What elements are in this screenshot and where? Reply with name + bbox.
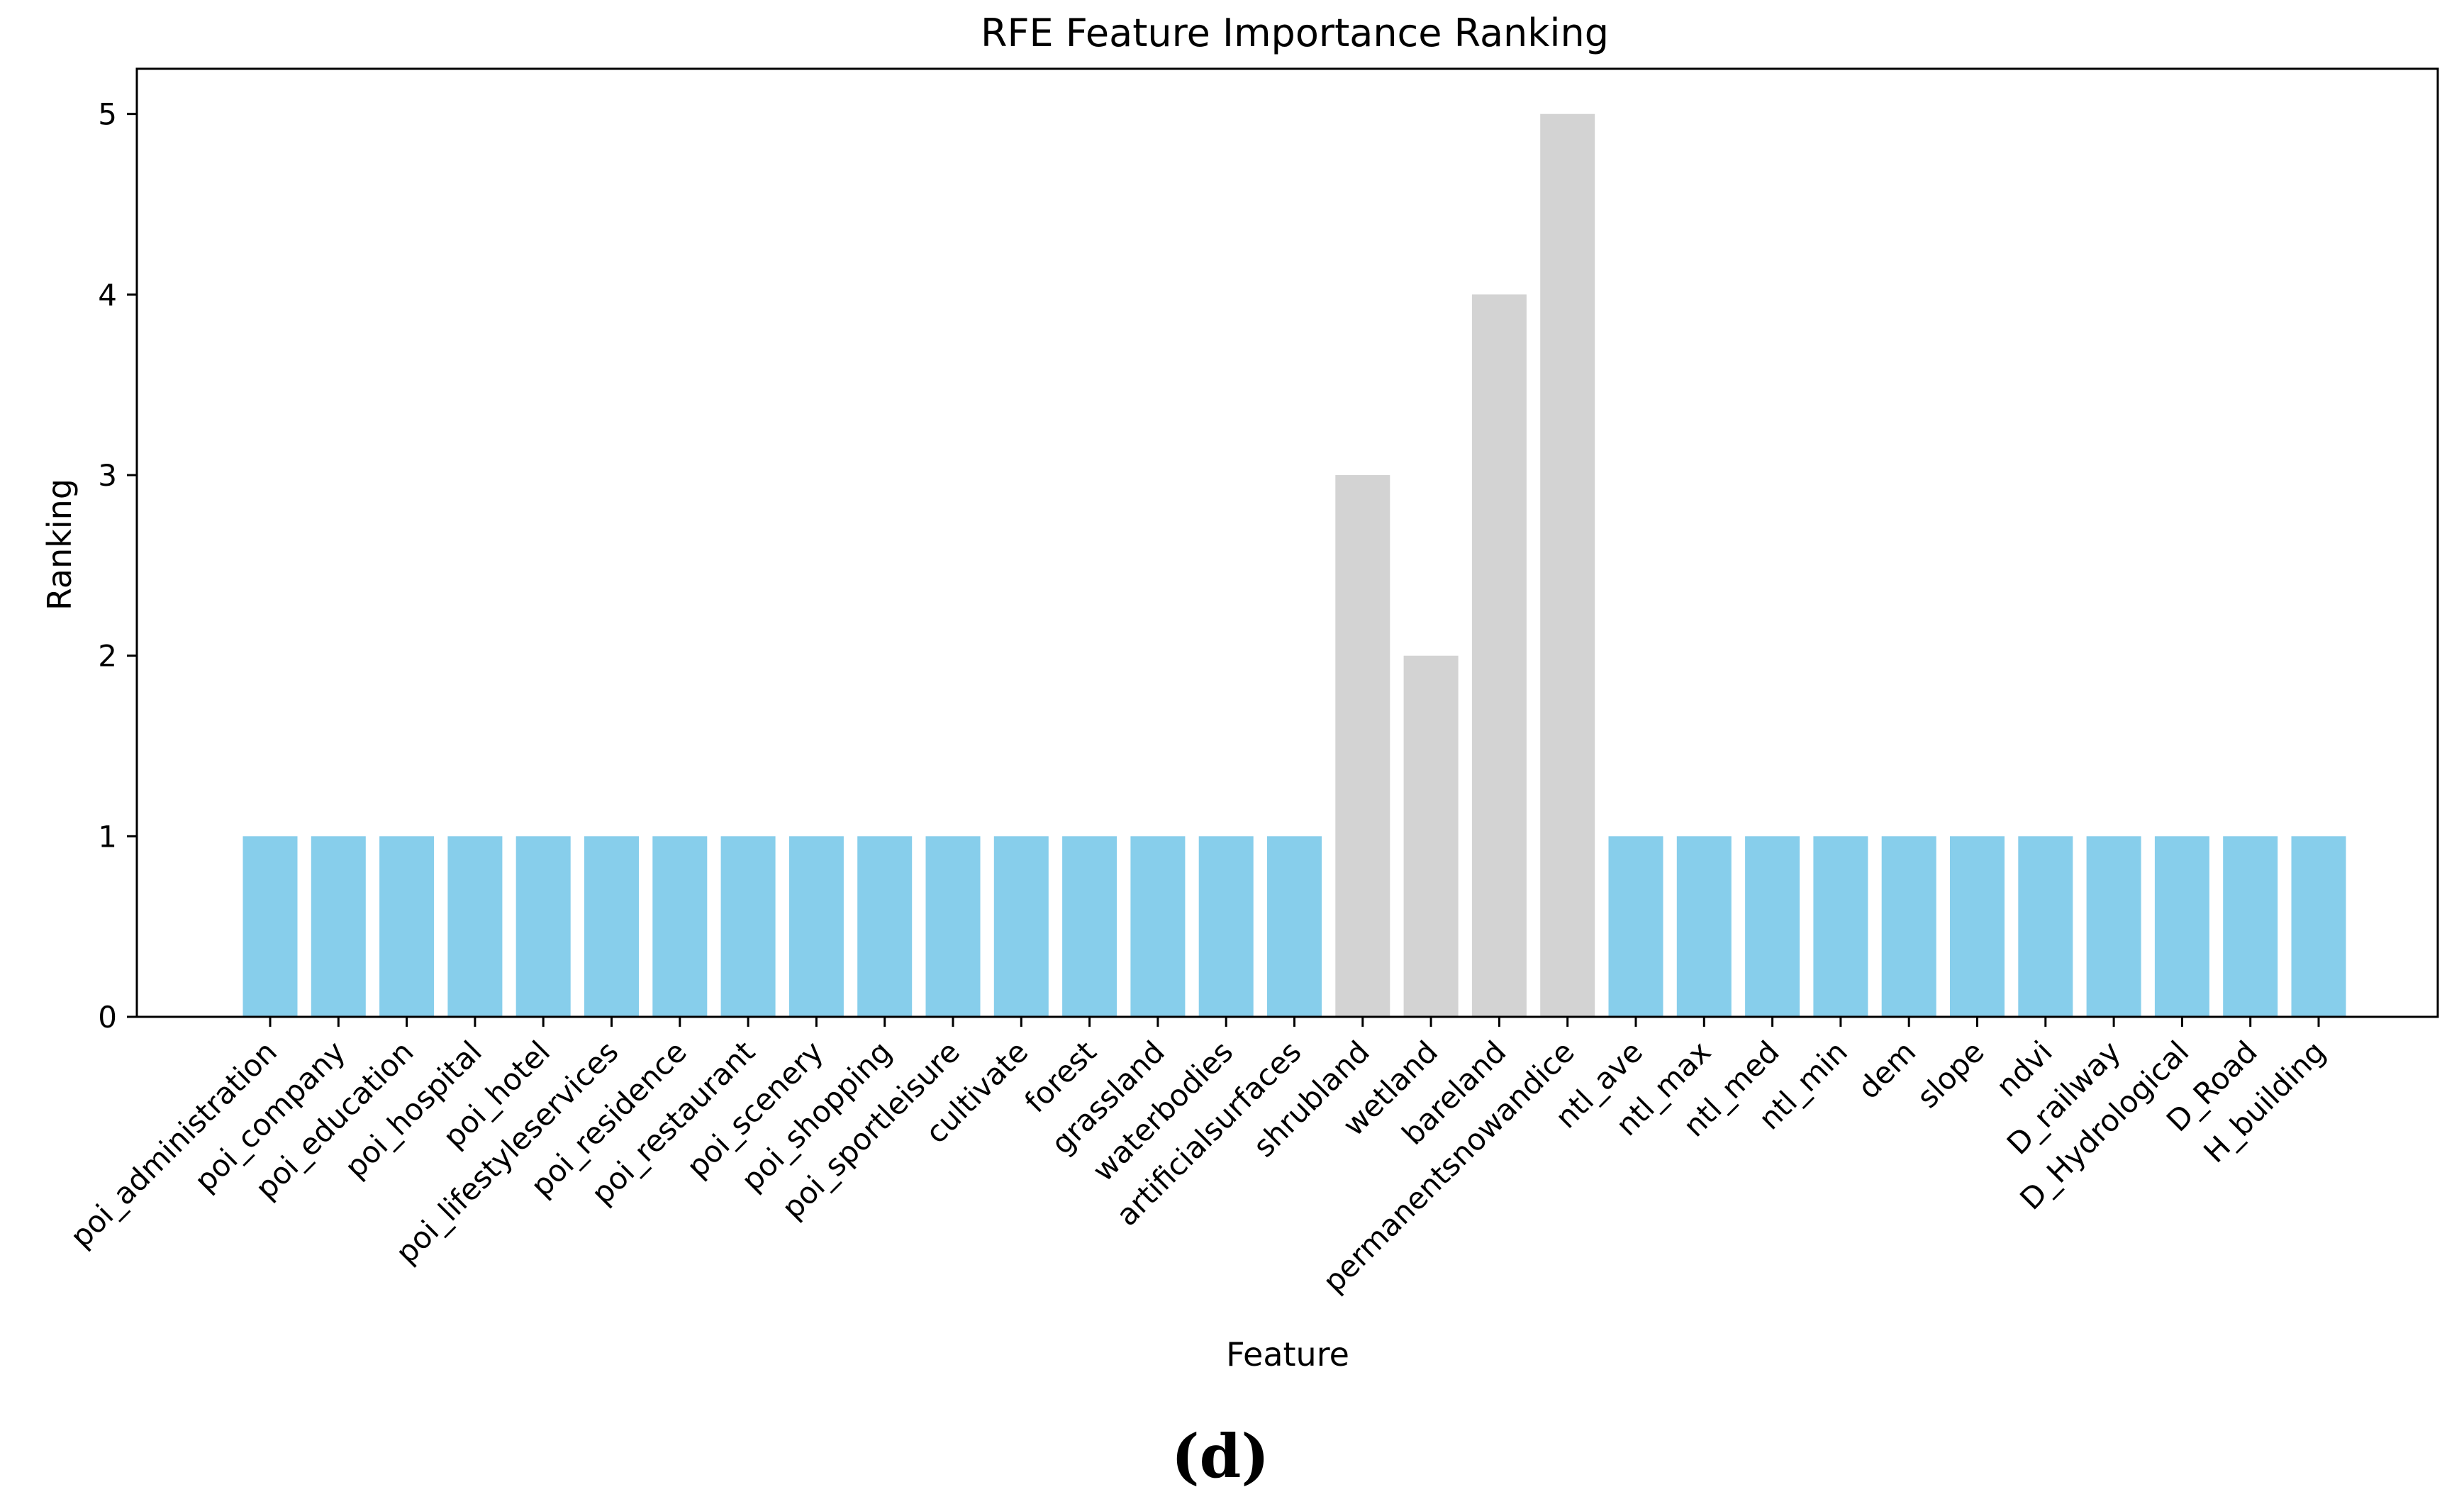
bar-ntl_ave (1608, 836, 1663, 1017)
bar-poi_sportleisure (925, 836, 981, 1017)
y-tick-label: 1 (98, 819, 117, 854)
bar-poi_administration (243, 836, 298, 1017)
bar-D_railway (2086, 836, 2141, 1017)
bar-poi_company (311, 836, 366, 1017)
bar-poi_residence (652, 836, 708, 1017)
bar-poi_shopping (857, 836, 913, 1017)
bars (243, 113, 2346, 1018)
y-axis-ticks: 0 1 2 3 4 5 (98, 97, 137, 1035)
y-tick-label: 4 (98, 277, 117, 312)
x-tick-label: slope (1910, 1034, 1991, 1115)
x-axis-ticks: poi_administrationpoi_companypoi_educati… (64, 1017, 2332, 1299)
bar-slope (1950, 836, 2005, 1017)
x-tick-label: dem (1851, 1034, 1923, 1105)
figure-caption: (d) (1171, 1421, 1269, 1491)
bar-poi_hospital (447, 836, 503, 1017)
bar-shrubland (1335, 475, 1390, 1017)
bar-poi_restaurant (720, 836, 776, 1017)
bar-poi_education (379, 836, 435, 1017)
bar-waterbodies (1198, 836, 1254, 1017)
bar-grassland (1130, 836, 1186, 1017)
bar-D_Road (2223, 836, 2278, 1017)
y-tick-label: 0 (98, 1000, 117, 1035)
bar-permanentsnowandice (1540, 113, 1595, 1018)
y-tick-label: 5 (98, 97, 117, 132)
bar-ntl_med (1745, 836, 1800, 1017)
bar-cultivate (993, 836, 1049, 1017)
bar-artificialsurfaces (1267, 836, 1322, 1017)
bar-dem (1881, 836, 1936, 1017)
bar-poi_scenery (788, 836, 844, 1017)
bar-D_Hydrological (2154, 836, 2209, 1017)
y-axis-label: Ranking (40, 479, 79, 611)
bar-poi_lifestyleservices (584, 836, 639, 1017)
bar-ntl_min (1813, 836, 1868, 1017)
bar-H_building (2291, 836, 2346, 1017)
y-tick-label: 2 (98, 639, 117, 674)
bar-ntl_max (1676, 836, 1732, 1017)
bar-poi_hotel (515, 836, 571, 1017)
bar-bareland (1471, 294, 1527, 1017)
chart-title: RFE Feature Importance Ranking (981, 11, 1609, 55)
bar-forest (1062, 836, 1117, 1017)
bar-wetland (1403, 655, 1459, 1017)
y-tick-label: 3 (98, 458, 117, 493)
bar-ndvi (2018, 836, 2073, 1017)
x-axis-label: Feature (1226, 1335, 1349, 1374)
plot-frame (135, 67, 2439, 1018)
